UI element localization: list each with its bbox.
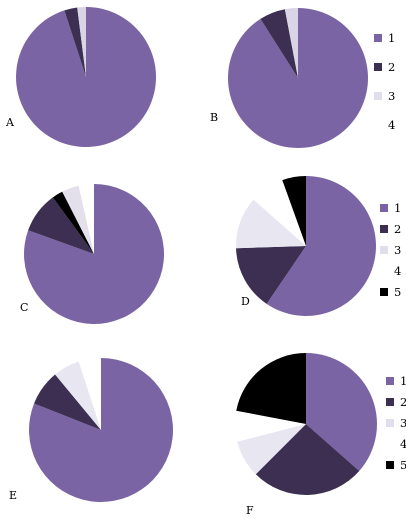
panel-label: E [9,489,17,502]
pie-panel-a: A [5,6,157,147]
legend: 1 2 3 4 [374,31,395,132]
pie-slice-3 [62,185,94,254]
legend-swatch-4 [380,267,388,275]
legend: 1 2 3 4 5 [380,201,401,299]
pie-slice-1 [16,6,157,147]
panel-label: F [246,504,254,517]
pie-slice-3 [235,199,306,249]
legend: 1 2 3 4 5 [386,374,406,472]
pie-slice-5 [282,176,306,246]
pie-slice-3 [284,8,298,78]
legend-label-3: 3 [400,416,406,430]
pie-panel-c: C [20,184,165,325]
legend-swatch-3 [374,92,382,100]
legend-label-2: 2 [388,60,395,74]
legend-label-1: 1 [400,374,406,388]
pie-slice-2 [34,374,102,430]
pie-slice-1 [29,358,174,503]
pie-slice-2 [64,7,86,77]
panel-label: C [20,301,28,314]
legend-swatch-4 [374,121,382,129]
pie-slice-4 [235,410,306,442]
legend-swatch-1 [380,204,388,212]
pie-slice-2 [255,424,360,495]
legend-swatch-3 [380,246,388,254]
pie-slice-5 [236,353,306,424]
pie-slice-1 [306,353,377,471]
legend-swatch-1 [386,377,394,385]
legend-label-4: 4 [400,437,406,451]
pie-panel-d: D 1 2 3 4 5 [235,176,401,316]
legend-label-2: 2 [394,222,401,236]
legend-swatch-1 [374,34,382,42]
legend-label-2: 2 [400,395,406,409]
pie-panel-e: E [9,358,174,503]
pie-slice-3 [77,6,86,77]
legend-label-1: 1 [394,201,401,215]
pie-slice-4 [78,358,101,430]
pie-slice-2 [236,246,306,304]
pie-panel-b: B 1 2 3 4 [210,8,395,149]
pie-panel-f: F 1 2 3 4 5 [235,353,406,517]
legend-label-3: 3 [388,89,395,103]
legend-label-5: 5 [400,458,406,472]
pie-slice-2 [28,197,94,254]
legend-label-5: 5 [394,285,401,299]
legend-swatch-3 [386,419,394,427]
pie-slice-1 [266,176,376,316]
pie-slice-4 [78,184,94,254]
pie-slice-2 [260,9,298,79]
legend-swatch-5 [386,461,394,469]
legend-swatch-2 [386,398,394,406]
pie-slice-1 [24,184,165,325]
legend-swatch-2 [380,225,388,233]
pie-slice-4 [253,180,306,246]
pie-slice-3 [237,424,306,475]
legend-label-1: 1 [388,31,395,45]
legend-swatch-4 [386,440,394,448]
legend-swatch-2 [374,63,382,71]
legend-label-3: 3 [394,243,401,257]
pie-slice-3 [55,361,101,430]
legend-label-4: 4 [394,264,401,278]
pie-slice-1 [228,8,369,149]
panel-label: D [241,295,250,308]
pie-slice-5 [52,191,94,254]
panel-label: B [210,111,218,124]
legend-swatch-5 [380,288,388,296]
legend-label-4: 4 [388,118,395,132]
panel-label: A [5,116,15,129]
